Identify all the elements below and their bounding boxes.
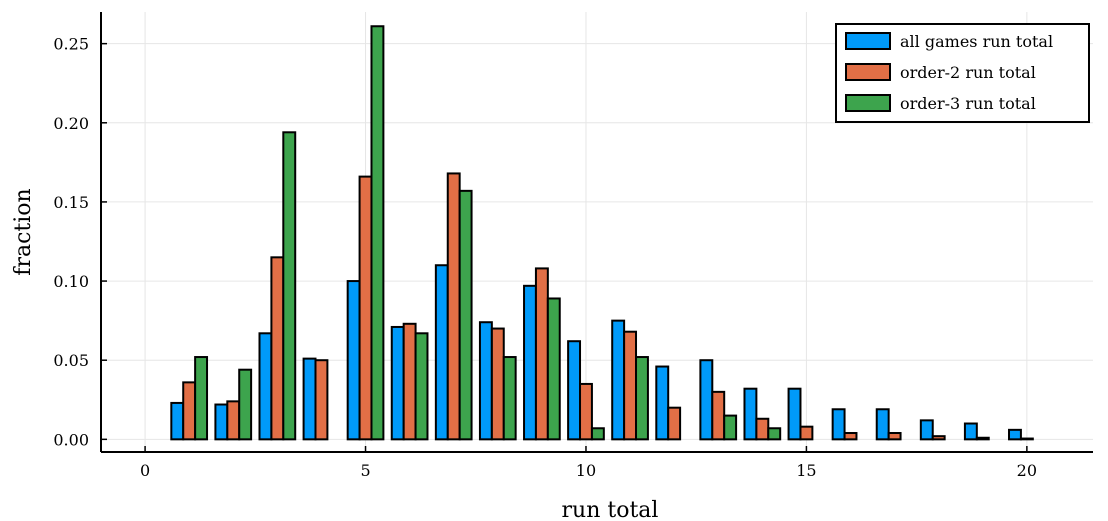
bar-all-games-run-total-17 — [875, 408, 890, 441]
bar-order-3-run-total-3 — [282, 131, 297, 441]
legend-swatch — [845, 32, 891, 50]
bar-order-2-run-total-14 — [755, 417, 770, 441]
bar-all-games-run-total-1 — [170, 401, 185, 441]
legend-label: order-2 run total — [900, 63, 1036, 82]
bar-all-games-run-total-2 — [214, 403, 229, 441]
bar-order-3-run-total-1 — [194, 356, 209, 441]
bar-all-games-run-total-19 — [963, 422, 978, 441]
bar-all-games-run-total-9 — [523, 284, 537, 441]
x-tick-labels: 0 5 10 15 20 — [140, 461, 1037, 480]
bar-order-2-run-total-3 — [270, 256, 285, 441]
y-tick-label: 0.20 — [53, 114, 89, 133]
bar-order-2-run-total-18 — [931, 435, 946, 441]
bar-order-2-run-total-5 — [358, 175, 373, 441]
bar-all-games-run-total-8 — [478, 321, 493, 441]
bar-order-2-run-total-17 — [887, 432, 902, 441]
bar-all-games-run-total-5 — [346, 280, 361, 441]
bar-order-3-run-total-11 — [635, 356, 649, 441]
legend: all games run total order-2 run total orde… — [835, 23, 1090, 123]
bar-all-games-run-total-16 — [831, 408, 846, 441]
legend-swatch — [845, 63, 891, 81]
bar-all-games-run-total-10 — [567, 340, 582, 441]
y-tick-label: 0.15 — [53, 193, 89, 212]
bar-order-2-run-total-7 — [446, 172, 461, 441]
bars-group — [170, 25, 1034, 441]
bar-order-3-run-total-8 — [502, 356, 517, 441]
bar-order-2-run-total-15 — [799, 425, 814, 441]
bar-order-2-run-total-8 — [490, 327, 505, 441]
bar-order-3-run-total-5 — [370, 25, 385, 441]
bar-order-3-run-total-13 — [723, 414, 738, 441]
bar-all-games-run-total-7 — [434, 264, 449, 441]
bar-order-2-run-total-11 — [623, 330, 638, 441]
bar-order-3-run-total-9 — [546, 297, 561, 441]
axes — [100, 12, 1093, 453]
bar-all-games-run-total-15 — [787, 387, 802, 441]
bar-order-3-run-total-2 — [238, 368, 253, 441]
bar-order-2-run-total-2 — [226, 400, 241, 441]
bar-all-games-run-total-14 — [743, 387, 758, 441]
bar-order-3-run-total-7 — [458, 189, 473, 441]
x-tick-label: 15 — [796, 461, 816, 480]
legend-swatch — [845, 94, 891, 112]
y-tick-label: 0.10 — [53, 272, 89, 291]
bar-order-3-run-total-6 — [414, 332, 429, 441]
y-tick-labels: 0.00 0.05 0.10 0.15 0.20 0.25 — [53, 35, 89, 450]
bar-order-2-run-total-4 — [314, 359, 329, 441]
bar-order-2-run-total-6 — [402, 322, 417, 441]
bar-all-games-run-total-20 — [1008, 428, 1022, 441]
bar-order-2-run-total-19 — [975, 436, 990, 441]
x-tick-label: 10 — [576, 461, 596, 480]
bar-all-games-run-total-18 — [919, 419, 934, 441]
bar-order-2-run-total-12 — [667, 406, 682, 441]
x-tick-label: 5 — [360, 461, 370, 480]
bar-all-games-run-total-3 — [258, 332, 273, 441]
legend-label: order-3 run total — [900, 94, 1036, 113]
bar-order-2-run-total-9 — [534, 267, 549, 441]
bar-order-2-run-total-13 — [711, 390, 726, 441]
bar-all-games-run-total-6 — [390, 325, 405, 441]
bar-all-games-run-total-13 — [699, 359, 714, 441]
bar-order-2-run-total-20 — [1019, 437, 1034, 441]
y-tick-label: 0.00 — [53, 430, 89, 449]
bar-all-games-run-total-12 — [655, 365, 670, 441]
x-axis-title: run total — [562, 498, 659, 521]
bar-order-3-run-total-14 — [767, 427, 782, 441]
bar-order-2-run-total-16 — [843, 432, 858, 441]
bar-order-2-run-total-10 — [579, 382, 593, 441]
bar-all-games-run-total-11 — [611, 319, 626, 441]
bar-order-3-run-total-10 — [590, 427, 605, 441]
bar-all-games-run-total-4 — [302, 357, 317, 441]
y-axis-title: fraction — [11, 188, 36, 275]
x-tick-label: 20 — [1017, 461, 1037, 480]
y-tick-label: 0.25 — [53, 35, 89, 54]
y-tick-label: 0.05 — [53, 351, 89, 370]
legend-label: all games run total — [900, 32, 1053, 51]
x-tick-label: 0 — [140, 461, 150, 480]
bar-order-2-run-total-1 — [182, 381, 197, 441]
